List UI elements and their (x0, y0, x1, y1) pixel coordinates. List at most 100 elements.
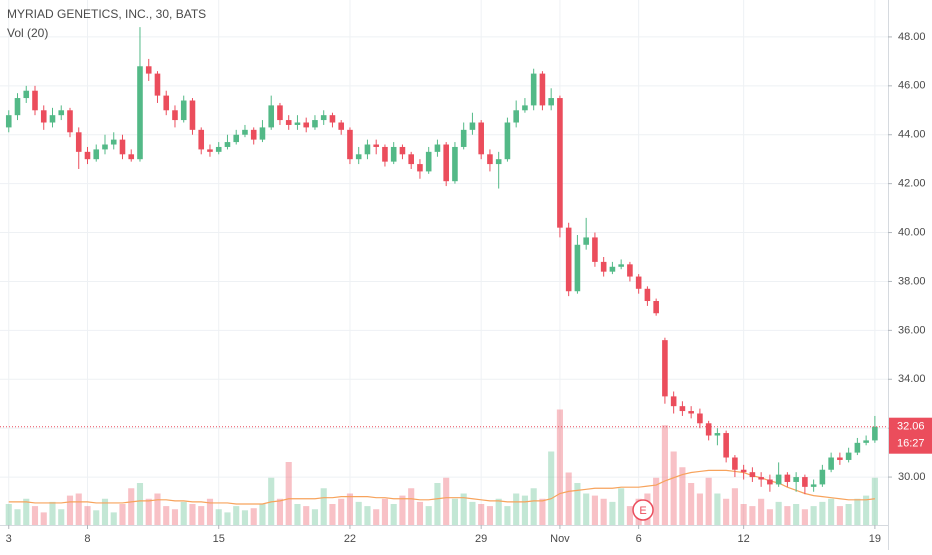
volume-bar (215, 509, 222, 525)
volume-bar (749, 506, 756, 525)
volume-bar (836, 506, 843, 525)
volume-bar (854, 498, 861, 525)
candle-body (110, 139, 117, 145)
x-tick-label: Nov (550, 533, 570, 545)
candle-body (705, 423, 712, 436)
volume-bar (714, 493, 721, 525)
indicator-label: Vol (20) (7, 26, 48, 40)
y-tick-label: 40.00 (898, 226, 926, 238)
x-tick-label: 15 (213, 533, 225, 545)
volume-bar (206, 498, 214, 525)
candle-body (320, 115, 327, 121)
volume-bar (513, 493, 520, 525)
volume-bar (364, 506, 371, 525)
volume-bar (574, 483, 581, 525)
candle-body (93, 149, 100, 160)
y-tick-label: 48.00 (898, 31, 926, 43)
candle-body (180, 100, 187, 121)
volume-bar (845, 504, 852, 525)
volume-bar (180, 501, 187, 525)
volume-bar (775, 501, 782, 525)
candle-body (539, 73, 546, 106)
candle-body (522, 105, 528, 111)
candle-body (5, 115, 12, 128)
volume-bar (119, 504, 126, 525)
candle-body (775, 474, 782, 485)
volume-bar (320, 488, 327, 525)
volume-bar (688, 483, 695, 525)
candle-body (662, 340, 668, 397)
volume-bar (75, 493, 82, 525)
candle-body (557, 98, 563, 228)
candle-body (14, 98, 21, 116)
candle-body (574, 244, 581, 292)
earnings-label: E (639, 505, 646, 517)
countdown-label: 16:27 (897, 438, 925, 450)
volume-bar (259, 504, 266, 525)
x-tick-label: 19 (869, 533, 881, 545)
volume-bar (294, 504, 301, 525)
volume-bar (486, 506, 493, 525)
candle-body (373, 144, 379, 147)
volume-bar (670, 451, 677, 525)
candle-body (40, 110, 47, 123)
x-tick-label: 6 (636, 533, 642, 545)
x-tick-label: 3 (6, 533, 12, 545)
volume-bar (548, 451, 555, 525)
candle-body (23, 90, 30, 99)
candle-body (224, 142, 231, 147)
volume-bar (110, 512, 117, 525)
candle-body (487, 154, 493, 165)
y-tick-label: 34.00 (898, 373, 926, 385)
candle-body (425, 151, 432, 172)
candle-body (242, 129, 248, 135)
y-tick-label: 46.00 (898, 80, 926, 92)
candle-body (740, 469, 747, 473)
candle-body (732, 457, 738, 470)
volume-bar (653, 477, 660, 525)
candle-body (600, 261, 607, 272)
candle-body (285, 120, 292, 125)
candle-body (364, 144, 371, 155)
volume-bar (189, 504, 196, 525)
candle-body (495, 159, 502, 165)
candle-body (565, 227, 572, 292)
volume-bar (276, 498, 284, 525)
volume-bar (478, 504, 485, 525)
candle-body (548, 98, 554, 106)
x-tick-label: 12 (738, 533, 750, 545)
candle-body (259, 127, 266, 140)
axes-layer: 30.0032.0034.0036.0038.0040.0042.0044.00… (0, 31, 932, 545)
y-tick-label: 42.00 (898, 178, 926, 190)
volume-bar (198, 506, 205, 525)
volume-bar (58, 509, 65, 525)
volume-bar (329, 504, 336, 525)
volume-bar (84, 506, 91, 525)
candle-body (338, 122, 345, 130)
candle-body (67, 110, 73, 133)
volume-ma-line (8, 469, 875, 505)
candle-body (469, 122, 476, 130)
candle-body (697, 413, 703, 424)
candle-body (172, 110, 178, 121)
candle-body (837, 457, 843, 460)
candle-body (872, 426, 878, 441)
candle-body (215, 146, 222, 152)
grid (0, 0, 888, 525)
volume-bar (871, 477, 878, 525)
candle-body (592, 237, 598, 262)
last-price-box (889, 417, 932, 454)
volume-bar (600, 498, 607, 525)
volume-bar (66, 495, 74, 525)
candle-body (609, 266, 616, 272)
volume-bar (373, 509, 380, 525)
volume-bar (679, 467, 686, 525)
volume-bar (145, 498, 152, 525)
volume-bar (285, 462, 292, 525)
candle-body (49, 115, 56, 123)
candle-body (347, 129, 353, 160)
volume-bar (828, 498, 835, 525)
y-tick-label: 36.00 (898, 324, 926, 336)
